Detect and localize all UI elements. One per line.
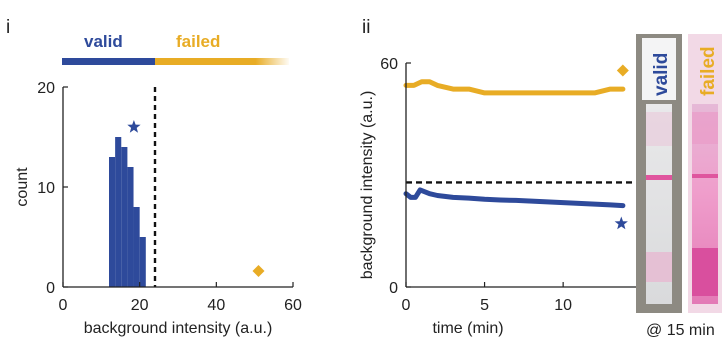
x-tick-label: 60 [284,297,302,314]
star-marker [127,120,141,133]
series-line [403,187,626,209]
x-axis-title: background intensity (a.u.) [84,320,273,337]
legend-failed-label: failed [176,32,220,51]
y-tick-label: 20 [37,80,55,97]
valid-strip-photo: valid [636,34,682,313]
y-tick-label: 0 [389,280,398,297]
legend-valid-bar [62,58,155,65]
x-tick-label: 10 [554,297,572,314]
y-axis-title: count [14,167,31,207]
y-tick-label: 0 [46,280,55,297]
x-tick-label: 0 [402,297,411,314]
failed-strip-photo: failed [688,34,722,313]
x-tick-label: 5 [480,297,489,314]
y-axis-title: background intensity (a.u.) [359,91,376,280]
histogram-bar [121,147,128,287]
diamond-marker [616,64,629,77]
histogram-bar [109,157,116,287]
x-tick-label: 20 [131,297,149,314]
histogram-bar [139,237,146,287]
failed-strip-label: failed [698,46,719,96]
line-chart: 0 5 10 0 60 time (min) background intensity (a… [359,56,638,337]
legend-failed-bar [155,58,289,65]
histogram-bar [127,167,134,287]
panel-ii-label: ii [362,17,370,38]
histogram-chart: 0 20 40 60 0 10 20 background intensity (a.u.) c… [14,80,302,337]
y-tick-label: 60 [380,56,398,73]
legend-valid-label: valid [84,32,123,51]
x-tick-label: 40 [207,297,225,314]
diamond-marker [252,265,265,277]
valid-test-line [646,175,672,180]
series-line [403,79,626,96]
failed-sample-pad [692,248,718,296]
histogram-bar [115,137,122,287]
valid-strip-label: valid [651,53,672,96]
panel-i-label: i [6,17,10,38]
strips-caption: @ 15 min [646,322,715,339]
x-tick-label: 0 [59,297,68,314]
y-tick-label: 10 [37,180,55,197]
star-marker [614,216,628,230]
failed-test-line [692,174,718,178]
histogram-bar [133,207,140,287]
x-axis-title: time (min) [432,320,503,337]
